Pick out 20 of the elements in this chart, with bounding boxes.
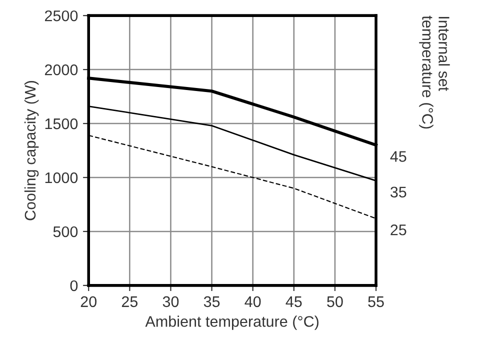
y-tick-label: 2000 bbox=[44, 64, 78, 76]
x-tick-label: 30 bbox=[162, 296, 179, 308]
series-label: 45 bbox=[390, 151, 406, 162]
y-tick-label: 1000 bbox=[45, 172, 78, 184]
x-tick-label: 40 bbox=[244, 296, 261, 308]
x-tick-label: 20 bbox=[80, 296, 97, 308]
y2-axis-title: Internal set temperature (°C) bbox=[419, 16, 450, 129]
y-tick-label: 1500 bbox=[45, 118, 78, 130]
y-tick-label: 500 bbox=[53, 226, 78, 238]
x-tick-label: 55 bbox=[368, 296, 384, 308]
x-tick-label: 45 bbox=[286, 296, 302, 308]
y-axis-title: Cooling capacity (W) bbox=[24, 80, 39, 220]
y-tick-label: 2500 bbox=[44, 10, 78, 22]
series-label: 35 bbox=[390, 186, 406, 198]
x-tick-label: 25 bbox=[122, 296, 138, 308]
x-tick-label: 35 bbox=[204, 296, 220, 308]
x-tick-label: 50 bbox=[327, 296, 343, 308]
series-label: 25 bbox=[390, 224, 406, 236]
y-tick-label: 0 bbox=[70, 280, 78, 292]
x-axis-title: Ambient temperature (°C) bbox=[145, 316, 318, 330]
